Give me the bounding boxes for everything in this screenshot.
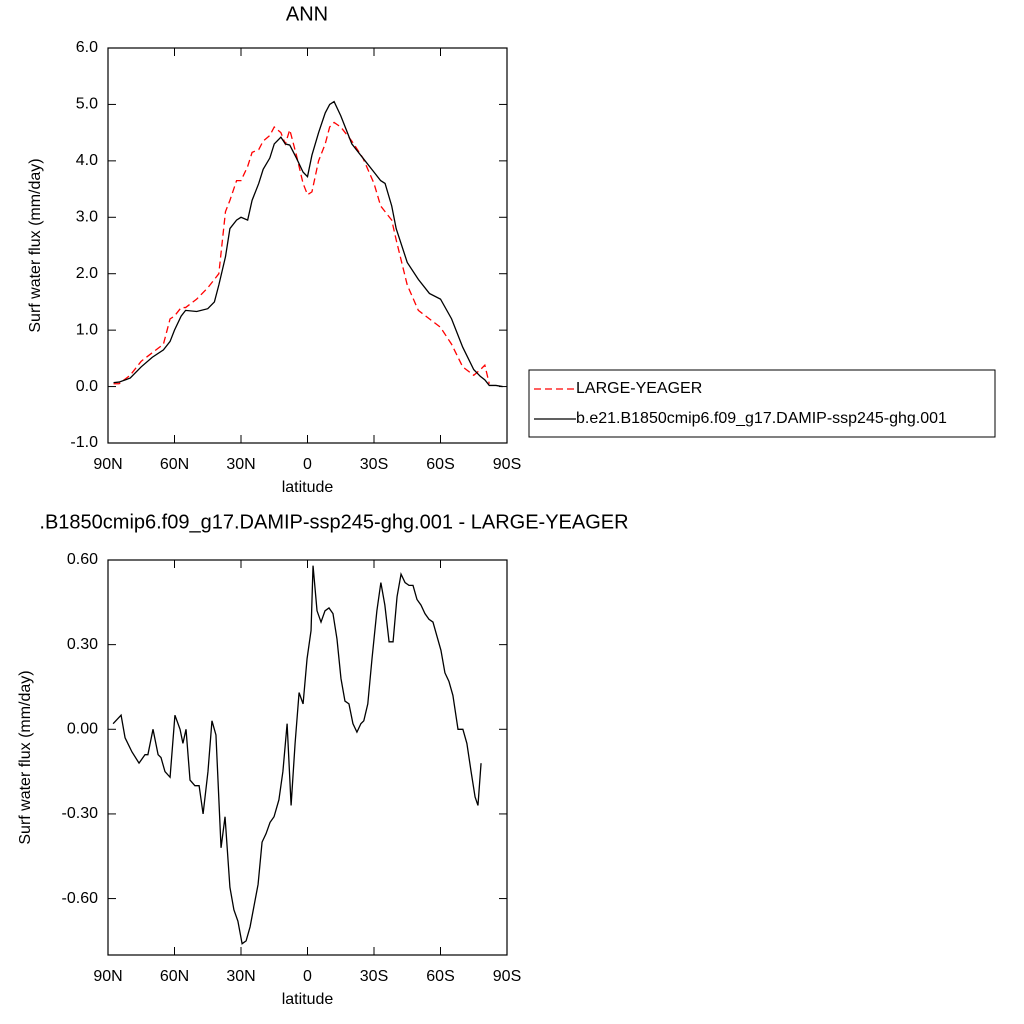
y-tick-label: 5.0: [76, 96, 98, 113]
x-axis-label: latitude: [282, 991, 334, 1008]
y-tick-label: 2.0: [76, 265, 98, 282]
y-tick-label: -0.30: [62, 805, 99, 822]
y-tick-label: -0.60: [62, 890, 99, 907]
x-tick-label: 30S: [360, 456, 388, 473]
x-tick-label: 90N: [93, 456, 122, 473]
chart-title: .B1850cmip6.f09_g17.DAMIP-ssp245-ghg.001…: [39, 511, 628, 533]
plot-frame: [107, 559, 508, 956]
data-line: [113, 100, 503, 388]
y-tick-label: -1.0: [70, 434, 98, 451]
x-tick-label: 30S: [360, 968, 388, 985]
plot-frame: [107, 47, 508, 444]
x-tick-label: 0: [303, 968, 312, 985]
x-tick-label: 60N: [160, 456, 189, 473]
x-tick-label: 30N: [226, 968, 255, 985]
x-tick-label: 90N: [93, 968, 122, 985]
x-tick-label: 60S: [426, 968, 454, 985]
y-tick-label: 0.30: [67, 636, 98, 653]
x-tick-label: 0: [303, 456, 312, 473]
x-tick-label: 30N: [226, 456, 255, 473]
y-tick-label: 1.0: [76, 321, 98, 338]
legend-box: [528, 369, 996, 438]
y-tick-label: 6.0: [76, 39, 98, 56]
y-axis-label: Surf water flux (mm/day): [17, 670, 34, 844]
data-line: [112, 565, 482, 945]
x-axis-label: latitude: [282, 479, 334, 496]
y-tick-label: 0.00: [67, 721, 98, 738]
x-tick-label: 90S: [493, 968, 521, 985]
y-tick-label: 4.0: [76, 152, 98, 169]
legend-label: b.e21.B1850cmip6.f09_g17.DAMIP-ssp245-gh…: [576, 410, 947, 427]
x-tick-label: 60N: [160, 968, 189, 985]
legend-label: LARGE-YEAGER: [576, 380, 702, 397]
y-tick-label: 3.0: [76, 209, 98, 226]
data-line: [113, 121, 490, 385]
y-tick-label: 0.60: [67, 551, 98, 568]
x-tick-label: 90S: [493, 456, 521, 473]
x-tick-label: 60S: [426, 456, 454, 473]
y-tick-label: 0.0: [76, 378, 98, 395]
y-axis-label: Surf water flux (mm/day): [27, 158, 44, 332]
chart-title: ANN: [286, 3, 328, 25]
